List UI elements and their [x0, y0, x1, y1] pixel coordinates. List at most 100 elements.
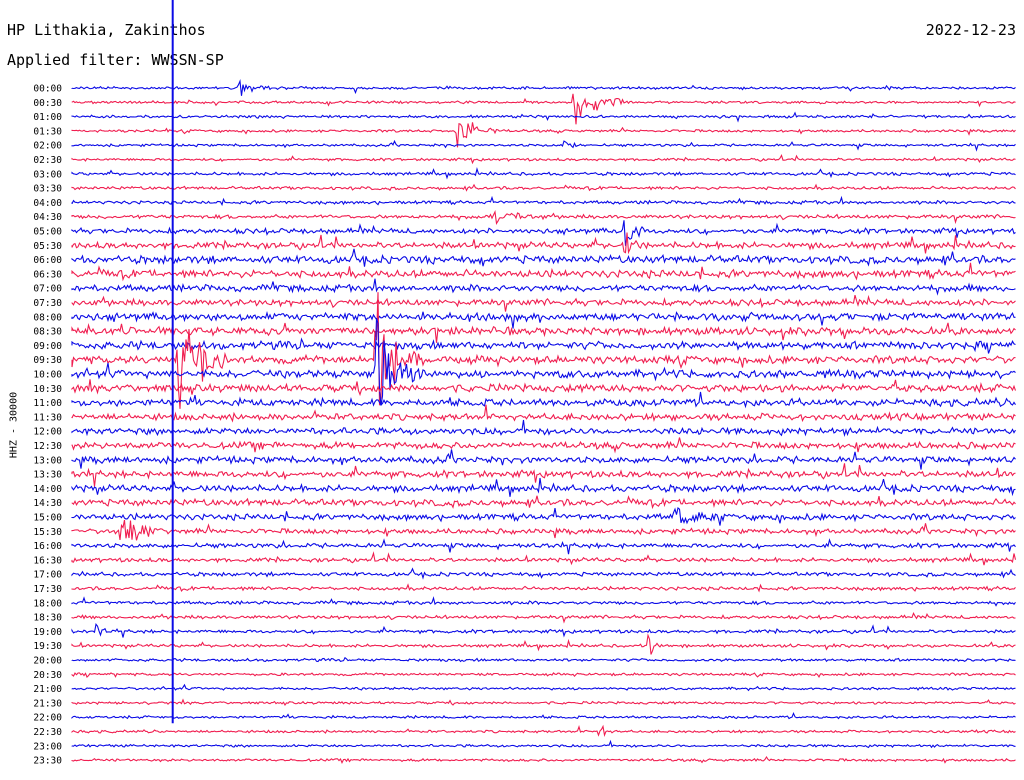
row-time-label: 01:00 [33, 112, 62, 123]
row-time-label: 08:00 [33, 312, 62, 323]
row-time-label: 22:00 [33, 713, 62, 724]
trace-line [71, 633, 1016, 655]
row-time-label: 21:00 [33, 684, 62, 695]
trace-line [71, 463, 1016, 487]
trace-line [71, 248, 1016, 267]
trace-line [71, 583, 1016, 593]
row-time-label: 23:30 [33, 756, 62, 767]
row-time-label: 11:00 [33, 398, 62, 409]
trace-line [71, 166, 1016, 180]
trace-line [71, 519, 1016, 541]
row-time-label: 18:00 [33, 598, 62, 609]
row-time-label: 03:30 [33, 184, 62, 195]
row-time-label: 16:30 [33, 555, 62, 566]
row-time-label: 14:00 [33, 484, 62, 495]
row-time-label: 22:30 [33, 727, 62, 738]
trace-line [71, 507, 1016, 526]
trace-line [71, 220, 1016, 246]
trace-line [71, 711, 1016, 720]
row-time-label: 15:00 [33, 513, 62, 524]
row-time-label: 17:00 [33, 570, 62, 581]
row-time-label: 07:30 [33, 298, 62, 309]
trace-group [71, 0, 1017, 765]
row-time-label: 20:30 [33, 670, 62, 681]
trace-line [71, 656, 1016, 663]
trace-line [71, 232, 1016, 255]
row-time-label: 12:00 [33, 427, 62, 438]
row-time-label: 07:00 [33, 284, 62, 295]
row-time-label: 19:00 [33, 627, 62, 638]
row-time-label: 09:30 [33, 355, 62, 366]
row-time-label: 23:00 [33, 741, 62, 752]
row-time-label: 10:30 [33, 384, 62, 395]
row-time-label: 13:30 [33, 470, 62, 481]
trace-line [71, 111, 1016, 123]
trace-line [71, 93, 1016, 125]
trace-line [71, 379, 1017, 397]
trace-line [71, 495, 1016, 510]
row-time-label: 08:30 [33, 327, 62, 338]
row-time-label: 04:00 [33, 198, 62, 209]
row-time-label: 05:30 [33, 241, 62, 252]
trace-line [71, 683, 1016, 692]
trace-line [71, 79, 1016, 96]
trace-line [71, 391, 1016, 409]
row-time-label: 11:30 [33, 412, 62, 423]
row-time-label: 02:00 [33, 141, 62, 152]
trace-line [71, 419, 1016, 437]
row-time-label: 17:30 [33, 584, 62, 595]
row-time-label: 10:00 [33, 370, 62, 381]
trace-line [71, 262, 1016, 282]
row-time-label: 00:00 [33, 84, 62, 95]
trace-line [71, 567, 1016, 580]
row-time-label: 21:30 [33, 698, 62, 709]
trace-line [71, 322, 1016, 343]
trace-line [71, 596, 1016, 607]
row-time-label: 19:30 [33, 641, 62, 652]
row-time-label: 14:30 [33, 498, 62, 509]
trace-line [71, 724, 1016, 737]
trace-line [71, 623, 1016, 638]
station-title: HP Lithakia, Zakinthos [7, 21, 206, 39]
trace-line [71, 551, 1017, 566]
trace-line [71, 538, 1016, 555]
row-time-label: 06:30 [33, 269, 62, 280]
trace-line [71, 611, 1016, 624]
row-time-label: 03:00 [33, 169, 62, 180]
trace-line [71, 404, 1016, 423]
row-time-label: 12:30 [33, 441, 62, 452]
trace-line [71, 210, 1016, 225]
row-time-label: 01:30 [33, 126, 62, 137]
row-time-label: 06:00 [33, 255, 62, 266]
trace-line [71, 437, 1016, 454]
trace-line [71, 477, 1016, 497]
row-time-label: 16:00 [33, 541, 62, 552]
date-label: 2022-12-23 [925, 21, 1016, 39]
trace-line [71, 278, 1016, 296]
trace-line [71, 739, 1016, 749]
trace-line [71, 122, 1016, 148]
row-time-label: 04:30 [33, 212, 62, 223]
filter-label: Applied filter: WWSSN-SP [7, 51, 224, 69]
trace-line [71, 317, 1016, 406]
row-time-label: 20:00 [33, 656, 62, 667]
trace-line [71, 195, 1016, 207]
row-time-label: 15:30 [33, 527, 62, 538]
trace-line [71, 183, 1016, 192]
time-label-group: 00:00 00:30 01:00 01:30 02:00 02:30 03:00 03:30… [33, 84, 62, 767]
trace-line [71, 292, 1016, 409]
row-time-label: 02:30 [33, 155, 62, 166]
trace-line [71, 294, 1016, 312]
row-time-label: 18:30 [33, 613, 62, 624]
row-time-label: 13:00 [33, 455, 62, 466]
row-time-label: 05:00 [33, 227, 62, 238]
trace-line [71, 311, 1016, 329]
trace-line [71, 139, 1016, 152]
trace-line [71, 755, 1016, 765]
trace-line [71, 698, 1016, 707]
trace-line [71, 153, 1016, 165]
trace-line [71, 449, 1016, 470]
trace-line [71, 672, 1016, 678]
row-time-label: 00:30 [33, 98, 62, 109]
